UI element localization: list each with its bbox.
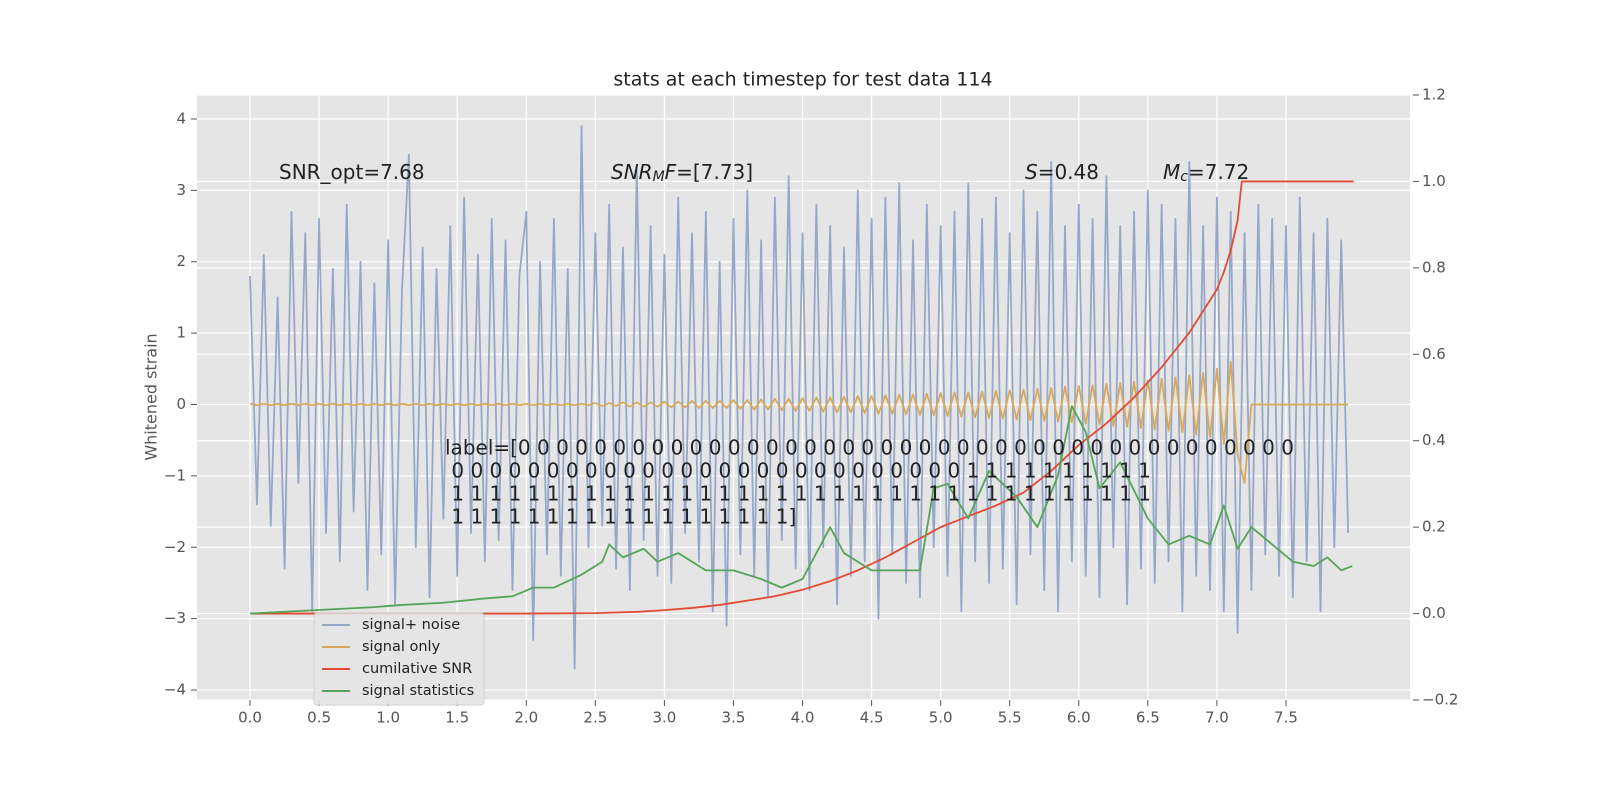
annotation-run: SNR_opt=7.68 <box>279 160 425 184</box>
x-tick-label: 0.5 <box>307 709 331 727</box>
legend-label: signal only <box>362 639 441 655</box>
series-line <box>249 405 1353 615</box>
y2-tick-label: 0.6 <box>1422 345 1446 363</box>
y-tick-label: −2 <box>164 538 186 556</box>
annotation-run: S <box>1025 160 1038 184</box>
y-tick-label: −3 <box>164 609 186 627</box>
annotation-run: M <box>1163 160 1180 184</box>
y-tick-label: 4 <box>176 109 186 127</box>
legend-label: signal+ noise <box>362 617 460 633</box>
y-tick-label: 3 <box>176 181 186 199</box>
y-tick-label: 1 <box>176 324 186 342</box>
x-tick-label: 4.5 <box>860 709 884 727</box>
x-tick-label: 5.0 <box>929 709 953 727</box>
annotation: Mc=7.72 <box>1163 160 1249 186</box>
legend-label: cumilative SNR <box>362 661 472 677</box>
x-tick-label: 3.0 <box>652 709 676 727</box>
chart-title: stats at each timestep for test data 114 <box>613 69 992 91</box>
series-line <box>250 180 1354 615</box>
annotation-run: =[7.73] <box>676 160 753 184</box>
x-tick-label: 2.0 <box>514 709 538 727</box>
annotation-run: =7.72 <box>1188 160 1249 184</box>
annotation-run: M <box>653 169 665 185</box>
series-layer <box>249 125 1354 670</box>
x-tick-label: 6.0 <box>1067 709 1091 727</box>
y2-tick-label: 0.2 <box>1422 518 1446 536</box>
annotation-run: SNR <box>611 160 653 184</box>
y2-tick-label: 0.8 <box>1422 258 1446 276</box>
annotations: SNR_opt=7.68 SNRMF=[7.73] S=0.48 Mc=7.72lab… <box>279 160 1294 529</box>
x-tick-label: 3.5 <box>722 709 746 727</box>
legend-label: signal statistics <box>362 683 474 699</box>
y-tick-label: 2 <box>176 252 186 270</box>
legend: signal+ noise signal only cumilative SNR si… <box>313 612 485 706</box>
y2-tick-label: 0.0 <box>1422 604 1446 622</box>
series-line <box>249 125 1350 670</box>
label-text: 1 1 1 1 1 1 1 1 1 1 1 1 1 1 1 1 1 1 1 1 … <box>445 482 1151 506</box>
annotation: SNR_opt=7.68 <box>279 160 425 184</box>
label-text: label=[0 0 0 0 0 0 0 0 0 0 0 0 0 0 0 0 0… <box>445 436 1294 460</box>
legend-box <box>313 612 485 706</box>
y-tick-label: −4 <box>164 681 186 699</box>
y2-tick-label: 1.0 <box>1422 172 1446 190</box>
axes: 0.0 0.5 1.0 1.5 2.0 2.5 3.0 3.5 4.0 4.5 5.0 5.5 6.0 6… <box>164 86 1459 727</box>
x-tick-label: 2.5 <box>583 709 607 727</box>
x-tick-label: 6.5 <box>1136 709 1160 727</box>
x-tick-label: 1.5 <box>445 709 469 727</box>
x-tick-label: 7.0 <box>1205 709 1229 727</box>
x-tick-label: 4.0 <box>791 709 815 727</box>
annotation: SNRMF=[7.73] <box>611 160 753 186</box>
y-tick-label: −1 <box>164 466 186 484</box>
annotation: S=0.48 <box>1025 160 1099 184</box>
annotation-run: c <box>1180 169 1188 185</box>
x-tick-label: 0.0 <box>238 709 262 727</box>
annotation-run: =0.48 <box>1038 160 1099 184</box>
y2-tick-label: 1.2 <box>1422 86 1446 104</box>
x-tick-label: 7.5 <box>1274 709 1298 727</box>
y-axis-label: Whitened strain <box>142 333 161 460</box>
y-tick-label: 0 <box>176 395 186 413</box>
x-tick-label: 5.5 <box>998 709 1022 727</box>
x-tick-label: 1.0 <box>376 709 400 727</box>
label-text: 1 1 1 1 1 1 1 1 1 1 1 1 1 1 1 1 1 1] <box>445 505 796 529</box>
label-text: 0 0 0 0 0 0 0 0 0 0 0 0 0 0 0 0 0 0 0 0 … <box>445 459 1151 483</box>
series-line <box>249 360 1349 484</box>
annotation-run: F <box>665 160 677 184</box>
y2-tick-label: −0.2 <box>1422 691 1458 709</box>
y2-tick-label: 0.4 <box>1422 431 1446 449</box>
